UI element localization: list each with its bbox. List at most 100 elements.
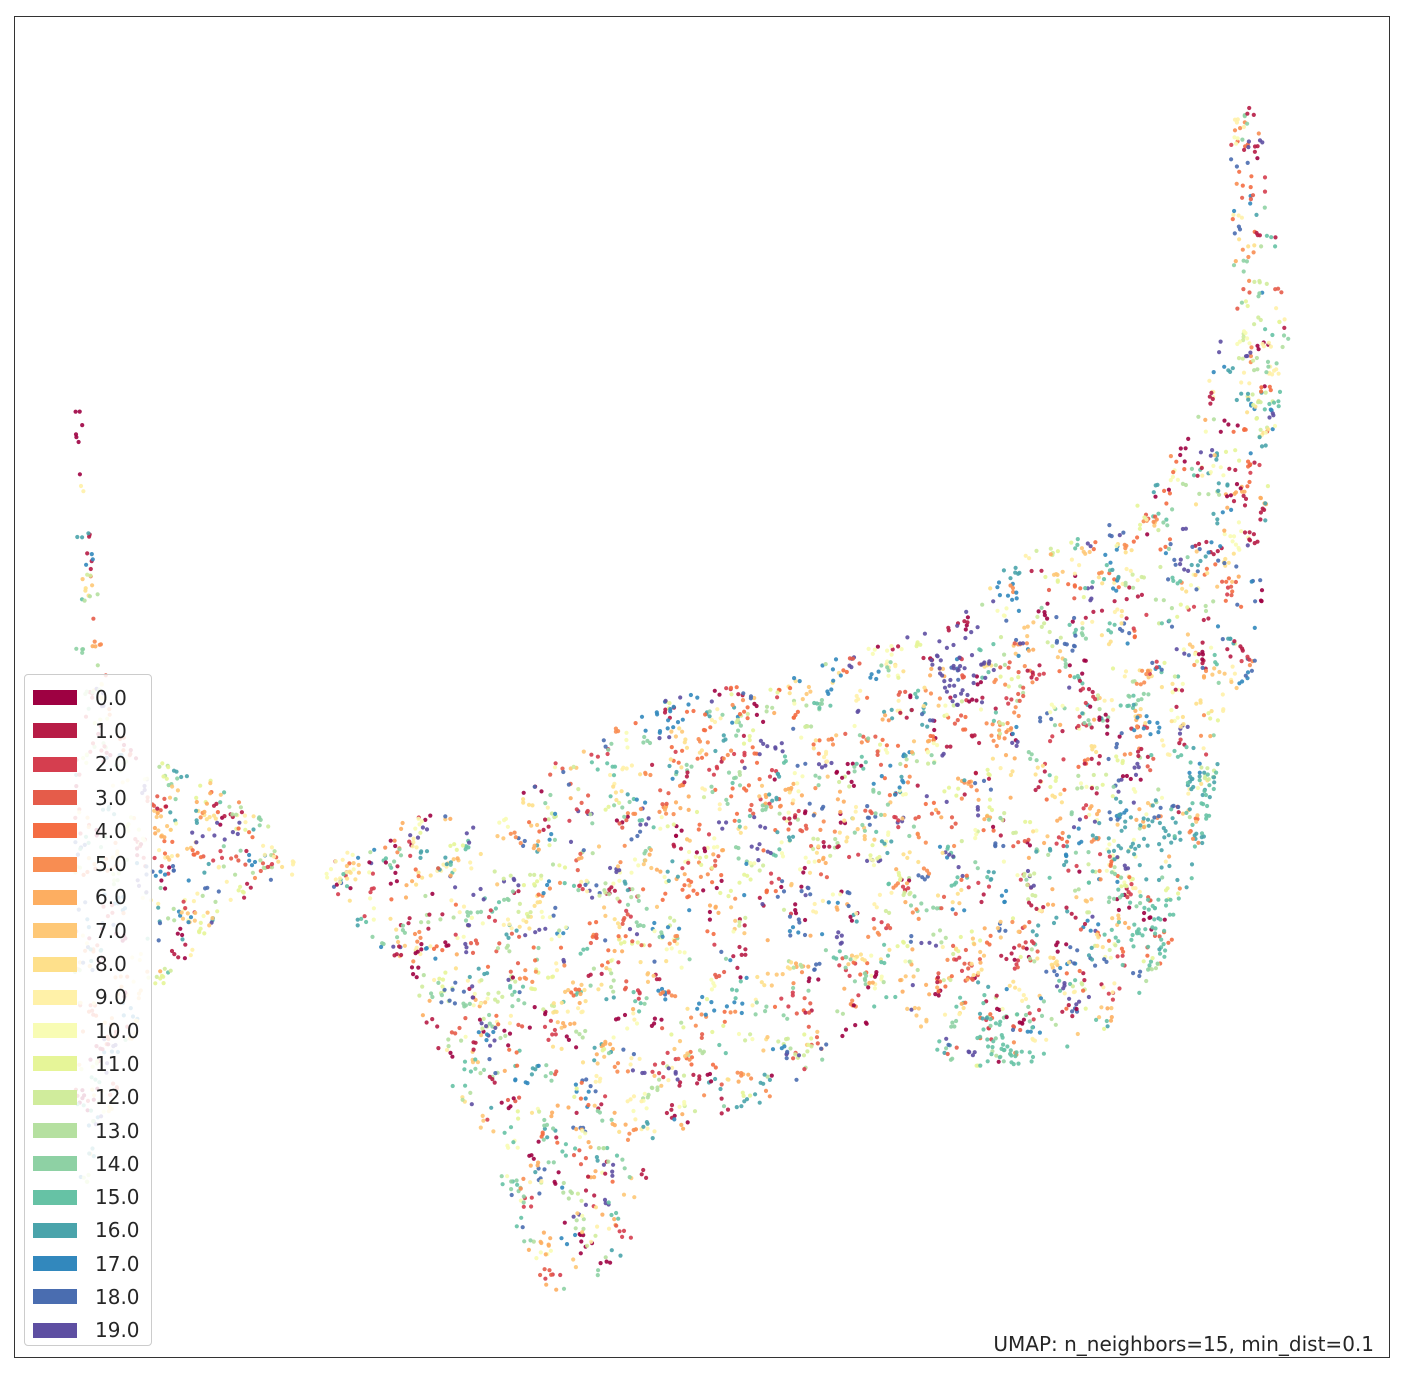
data-point [652, 1016, 658, 1021]
data-point [675, 720, 681, 725]
data-point [533, 1067, 538, 1072]
data-point [1045, 902, 1051, 907]
data-point [1078, 586, 1083, 591]
data-point [783, 787, 788, 792]
data-point [1145, 953, 1150, 958]
data-point [359, 916, 364, 922]
data-point [948, 977, 953, 983]
data-point [611, 995, 616, 1000]
data-point [1013, 651, 1018, 656]
data-point [1061, 843, 1066, 849]
data-point [851, 1003, 856, 1008]
data-point [837, 963, 842, 968]
data-point [580, 1230, 585, 1235]
data-point [1115, 607, 1120, 612]
data-point [506, 1145, 511, 1150]
data-point [465, 978, 470, 983]
data-point [884, 995, 889, 1000]
data-point [1099, 1005, 1104, 1010]
data-point [823, 751, 829, 757]
data-point [599, 971, 604, 977]
data-point [1060, 569, 1065, 574]
data-point [602, 1197, 608, 1202]
data-point [584, 878, 589, 884]
data-point [436, 980, 441, 986]
data-point [625, 1069, 631, 1074]
data-point [518, 841, 523, 846]
data-point [852, 830, 857, 835]
data-point [1259, 385, 1264, 390]
data-point [574, 1127, 579, 1132]
data-point [467, 974, 472, 980]
data-point [679, 828, 684, 833]
data-point [432, 977, 437, 983]
data-point [497, 820, 502, 825]
data-point [849, 918, 855, 923]
data-point [1116, 916, 1121, 921]
data-point [603, 881, 608, 886]
data-point [811, 813, 816, 818]
data-point [561, 1180, 566, 1186]
data-point [450, 987, 455, 992]
data-point [752, 695, 757, 701]
data-point [936, 989, 941, 994]
data-point [707, 917, 713, 922]
data-point [1100, 581, 1105, 586]
data-point [809, 724, 814, 729]
data-point [579, 982, 584, 988]
data-point [881, 980, 886, 985]
data-point [699, 748, 705, 753]
data-point [664, 959, 669, 964]
data-point [175, 776, 180, 781]
data-point [616, 934, 621, 939]
data-point [1177, 886, 1182, 891]
data-point [1198, 450, 1203, 455]
data-point [508, 969, 513, 974]
data-point [1252, 541, 1257, 546]
data-point [1049, 1016, 1054, 1022]
data-point [682, 883, 687, 888]
data-point [697, 1001, 702, 1006]
data-point [1175, 477, 1180, 482]
data-point [820, 663, 825, 668]
data-point [467, 1001, 472, 1007]
data-point [602, 1054, 607, 1059]
data-point [532, 903, 537, 909]
data-point [610, 1169, 615, 1174]
data-point [612, 948, 617, 954]
data-point [745, 705, 750, 710]
data-point [721, 733, 726, 738]
data-point [1252, 322, 1257, 327]
data-point [792, 815, 798, 820]
data-point [709, 1000, 714, 1005]
data-point [1159, 795, 1165, 800]
data-point [787, 790, 792, 795]
data-point [1231, 212, 1236, 217]
data-point [787, 691, 792, 696]
data-point [221, 844, 226, 849]
data-point [1176, 810, 1181, 815]
data-point [572, 1021, 577, 1026]
data-point [542, 1123, 547, 1128]
data-point [393, 843, 398, 849]
data-point [830, 667, 836, 672]
data-point [202, 931, 207, 936]
data-point [580, 1213, 585, 1218]
data-point [685, 1120, 690, 1125]
data-point [647, 943, 652, 948]
data-point [613, 729, 619, 734]
data-point [872, 926, 877, 931]
data-point [1262, 189, 1268, 194]
data-point [77, 409, 82, 414]
data-point [639, 1099, 644, 1104]
data-point [1197, 778, 1202, 783]
data-point [699, 1035, 704, 1040]
data-point [1167, 752, 1172, 758]
data-point [1137, 807, 1142, 812]
data-point [238, 884, 243, 889]
data-point [1216, 488, 1221, 493]
data-point [1051, 920, 1057, 926]
data-point [1114, 588, 1119, 593]
data-point [916, 814, 921, 820]
data-point [730, 720, 735, 725]
